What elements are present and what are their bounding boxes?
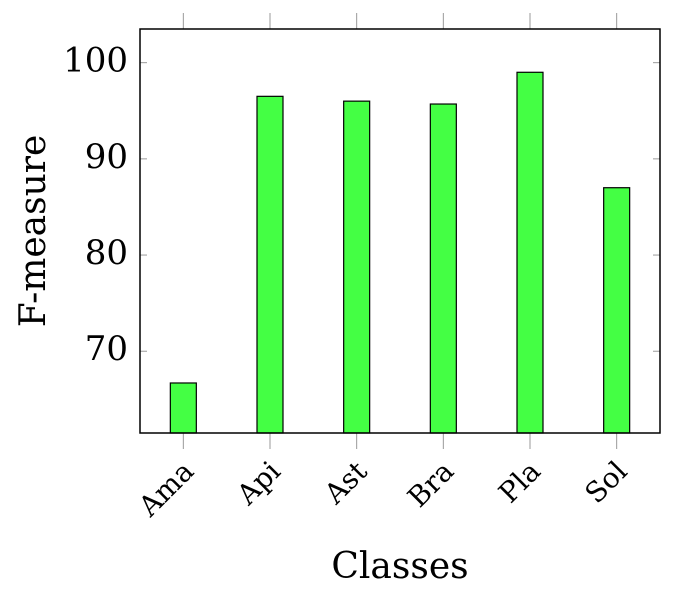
x-tick-label: Ama [131, 455, 200, 524]
x-tick-label: Api [230, 455, 287, 512]
y-tick-label: 100 [63, 41, 128, 81]
bar [169, 382, 197, 434]
x-axis-label: Classes [331, 546, 468, 587]
bar [516, 71, 544, 434]
bar [603, 187, 631, 434]
bar [256, 95, 284, 434]
plot-frame [139, 28, 661, 434]
bar [343, 100, 371, 434]
y-tick-label: 80 [85, 233, 128, 273]
x-tick-label: Bra [401, 455, 460, 514]
x-tick-label: Pla [492, 455, 547, 510]
y-axis-label: F-measure [13, 135, 54, 328]
x-tick-label: Sol [578, 455, 633, 510]
y-tick-label: 70 [85, 329, 128, 369]
y-tick-label: 90 [85, 137, 128, 177]
x-tick-label: Ast [317, 454, 374, 511]
bar [429, 103, 457, 434]
